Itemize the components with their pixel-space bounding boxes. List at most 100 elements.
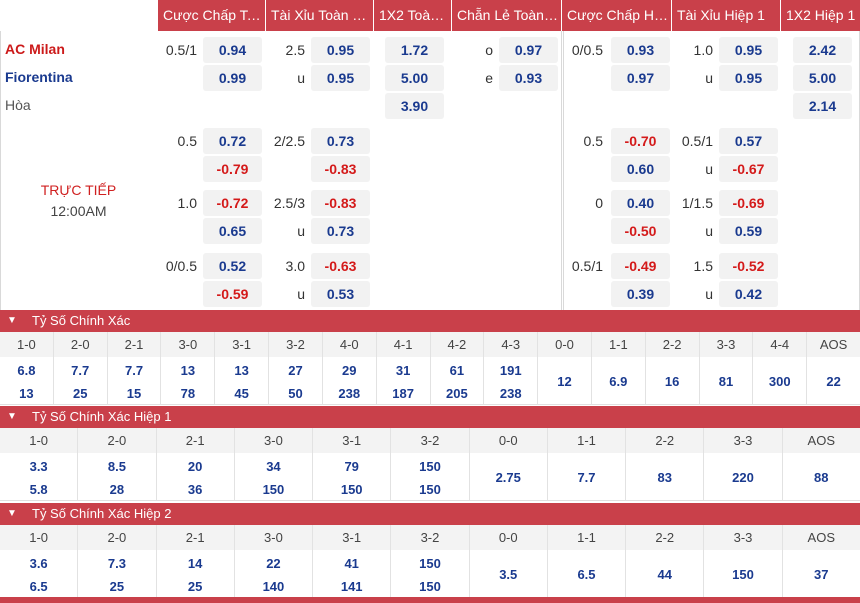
score-odds-value[interactable]: 83	[657, 470, 672, 485]
ft-under-odds[interactable]: 0.53	[311, 281, 370, 307]
h1-under-odds[interactable]: 0.95	[719, 65, 778, 91]
header-ft-1x2[interactable]: 1X2 Toàn Trận	[373, 0, 451, 31]
score-odds-value[interactable]: 88	[814, 470, 829, 485]
h1-under-odds[interactable]: 0.42	[719, 281, 778, 307]
chevron-down-icon[interactable]: ▼	[7, 411, 17, 422]
score-odds-value[interactable]: 25	[109, 579, 125, 594]
ft-hdp-home-odds[interactable]: 0.52	[203, 253, 262, 279]
h1-hdp-home-odds[interactable]: -0.49	[611, 253, 670, 279]
score-odds-value[interactable]: 140	[262, 579, 285, 594]
h1-hdp-away-odds[interactable]: 0.60	[611, 156, 670, 182]
score-odds-value[interactable]: 150	[732, 567, 754, 582]
score-odds-value[interactable]: 25	[72, 386, 88, 401]
score-odds-value[interactable]: 79	[344, 459, 359, 474]
score-odds-value[interactable]: 36	[187, 482, 203, 497]
ft-hdp-away-odds[interactable]: -0.79	[203, 156, 262, 182]
section-header[interactable]: ▼ Tỷ Số Chính Xác	[0, 310, 860, 332]
score-odds-value[interactable]: 150	[419, 579, 441, 594]
header-h1-handicap[interactable]: Cược Chấp Hiệp 1	[561, 0, 671, 31]
score-odds-value[interactable]: 13	[180, 363, 196, 378]
ft-hdp-home-odds[interactable]: 0.94	[203, 37, 262, 63]
score-odds-value[interactable]: 150	[340, 482, 363, 497]
chevron-down-icon[interactable]: ▼	[7, 315, 17, 326]
h1-under-odds[interactable]: 0.59	[719, 218, 778, 244]
h1-1x2-home-odds[interactable]: 2.42	[793, 37, 852, 63]
ft-over-odds[interactable]: -0.83	[311, 190, 370, 216]
header-h1-over-under[interactable]: Tài Xỉu Hiệp 1	[671, 0, 780, 31]
score-odds-value[interactable]: 14	[187, 556, 203, 571]
ft-hdp-away-odds[interactable]: 0.99	[203, 65, 262, 91]
score-odds-value[interactable]: 13	[234, 363, 249, 378]
score-odds-value[interactable]: 16	[664, 374, 680, 389]
score-odds-value[interactable]: 8.5	[107, 459, 126, 474]
score-odds-value[interactable]: 3.6	[29, 556, 48, 571]
score-odds-value[interactable]: 50	[288, 386, 303, 401]
score-odds-value[interactable]: 7.7	[577, 470, 596, 485]
ft-over-odds[interactable]: 0.73	[311, 128, 370, 154]
score-odds-value[interactable]: 22	[266, 556, 281, 571]
score-odds-value[interactable]: 150	[419, 556, 441, 571]
score-odds-value[interactable]: 3.5	[499, 567, 518, 582]
ft-even-odds[interactable]: 0.93	[499, 65, 558, 91]
score-odds-value[interactable]: 13	[19, 386, 34, 401]
chevron-down-icon[interactable]: ▼	[7, 508, 17, 519]
score-odds-value[interactable]: 41	[344, 556, 359, 571]
score-odds-value[interactable]: 150	[419, 482, 441, 497]
h1-hdp-away-odds[interactable]: 0.97	[611, 65, 670, 91]
score-odds-value[interactable]: 220	[732, 470, 754, 485]
ft-hdp-away-odds[interactable]: -0.59	[203, 281, 262, 307]
header-ft-odd-even[interactable]: Chẵn Lẻ Toàn Trận	[451, 0, 561, 31]
score-odds-value[interactable]: 44	[657, 567, 672, 582]
h1-1x2-draw-odds[interactable]: 2.14	[793, 93, 852, 119]
header-ft-handicap[interactable]: Cược Chấp Toàn Trận	[157, 0, 265, 31]
score-odds-value[interactable]: 191	[499, 363, 522, 378]
h1-hdp-away-odds[interactable]: -0.50	[611, 218, 670, 244]
score-odds-value[interactable]: 7.7	[124, 363, 144, 378]
score-odds-value[interactable]: 34	[266, 459, 281, 474]
score-odds-value[interactable]: 187	[392, 386, 414, 401]
score-odds-value[interactable]: 12	[557, 374, 572, 389]
score-odds-value[interactable]: 45	[234, 386, 249, 401]
h1-over-odds[interactable]: -0.69	[719, 190, 778, 216]
h1-1x2-away-odds[interactable]: 5.00	[793, 65, 852, 91]
score-odds-value[interactable]: 6.8	[17, 363, 36, 378]
score-odds-value[interactable]: 28	[109, 482, 125, 497]
section-header[interactable]: ▼ Tỷ Số Chính Xác Hiệp 1	[0, 406, 860, 428]
h1-hdp-home-odds[interactable]: -0.70	[611, 128, 670, 154]
score-odds-value[interactable]: 6.9	[609, 374, 628, 389]
ft-under-odds[interactable]: 0.73	[311, 218, 370, 244]
score-odds-value[interactable]: 61	[449, 363, 465, 378]
score-odds-value[interactable]: 15	[126, 386, 142, 401]
ft-hdp-home-odds[interactable]: -0.72	[203, 190, 262, 216]
ft-odd-odds[interactable]: 0.97	[499, 37, 558, 63]
score-odds-value[interactable]: 20	[187, 459, 203, 474]
score-odds-value[interactable]: 150	[262, 482, 285, 497]
score-odds-value[interactable]: 3.3	[29, 459, 48, 474]
ft-hdp-away-odds[interactable]: 0.65	[203, 218, 262, 244]
ft-1x2-away-odds[interactable]: 5.00	[385, 65, 444, 91]
score-odds-value[interactable]: 6.5	[29, 579, 48, 594]
score-odds-value[interactable]: 6.5	[577, 567, 596, 582]
ft-over-odds[interactable]: 0.95	[311, 37, 370, 63]
ft-1x2-draw-odds[interactable]: 3.90	[385, 93, 444, 119]
score-odds-value[interactable]: 81	[718, 374, 734, 389]
score-odds-value[interactable]: 238	[338, 386, 361, 401]
score-odds-value[interactable]: 5.8	[29, 482, 48, 497]
ft-under-odds[interactable]: -0.83	[311, 156, 370, 182]
header-h1-1x2[interactable]: 1X2 Hiệp 1	[780, 0, 860, 31]
section-header[interactable]: ▼ Tỷ Số Chính Xác Hiệp 2	[0, 503, 860, 525]
score-odds-value[interactable]: 300	[768, 374, 791, 389]
ft-hdp-home-odds[interactable]: 0.72	[203, 128, 262, 154]
h1-over-odds[interactable]: 0.95	[719, 37, 778, 63]
h1-hdp-home-odds[interactable]: 0.93	[611, 37, 670, 63]
score-odds-value[interactable]: 150	[419, 459, 441, 474]
score-odds-value[interactable]: 141	[340, 579, 363, 594]
score-odds-value[interactable]: 25	[187, 579, 203, 594]
ft-over-odds[interactable]: -0.63	[311, 253, 370, 279]
ft-under-odds[interactable]: 0.95	[311, 65, 370, 91]
header-ft-over-under[interactable]: Tài Xỉu Toàn Trận	[265, 0, 373, 31]
score-odds-value[interactable]: 78	[180, 386, 196, 401]
score-odds-value[interactable]: 238	[499, 386, 522, 401]
score-odds-value[interactable]: 29	[342, 363, 357, 378]
score-odds-value[interactable]: 7.7	[71, 363, 90, 378]
